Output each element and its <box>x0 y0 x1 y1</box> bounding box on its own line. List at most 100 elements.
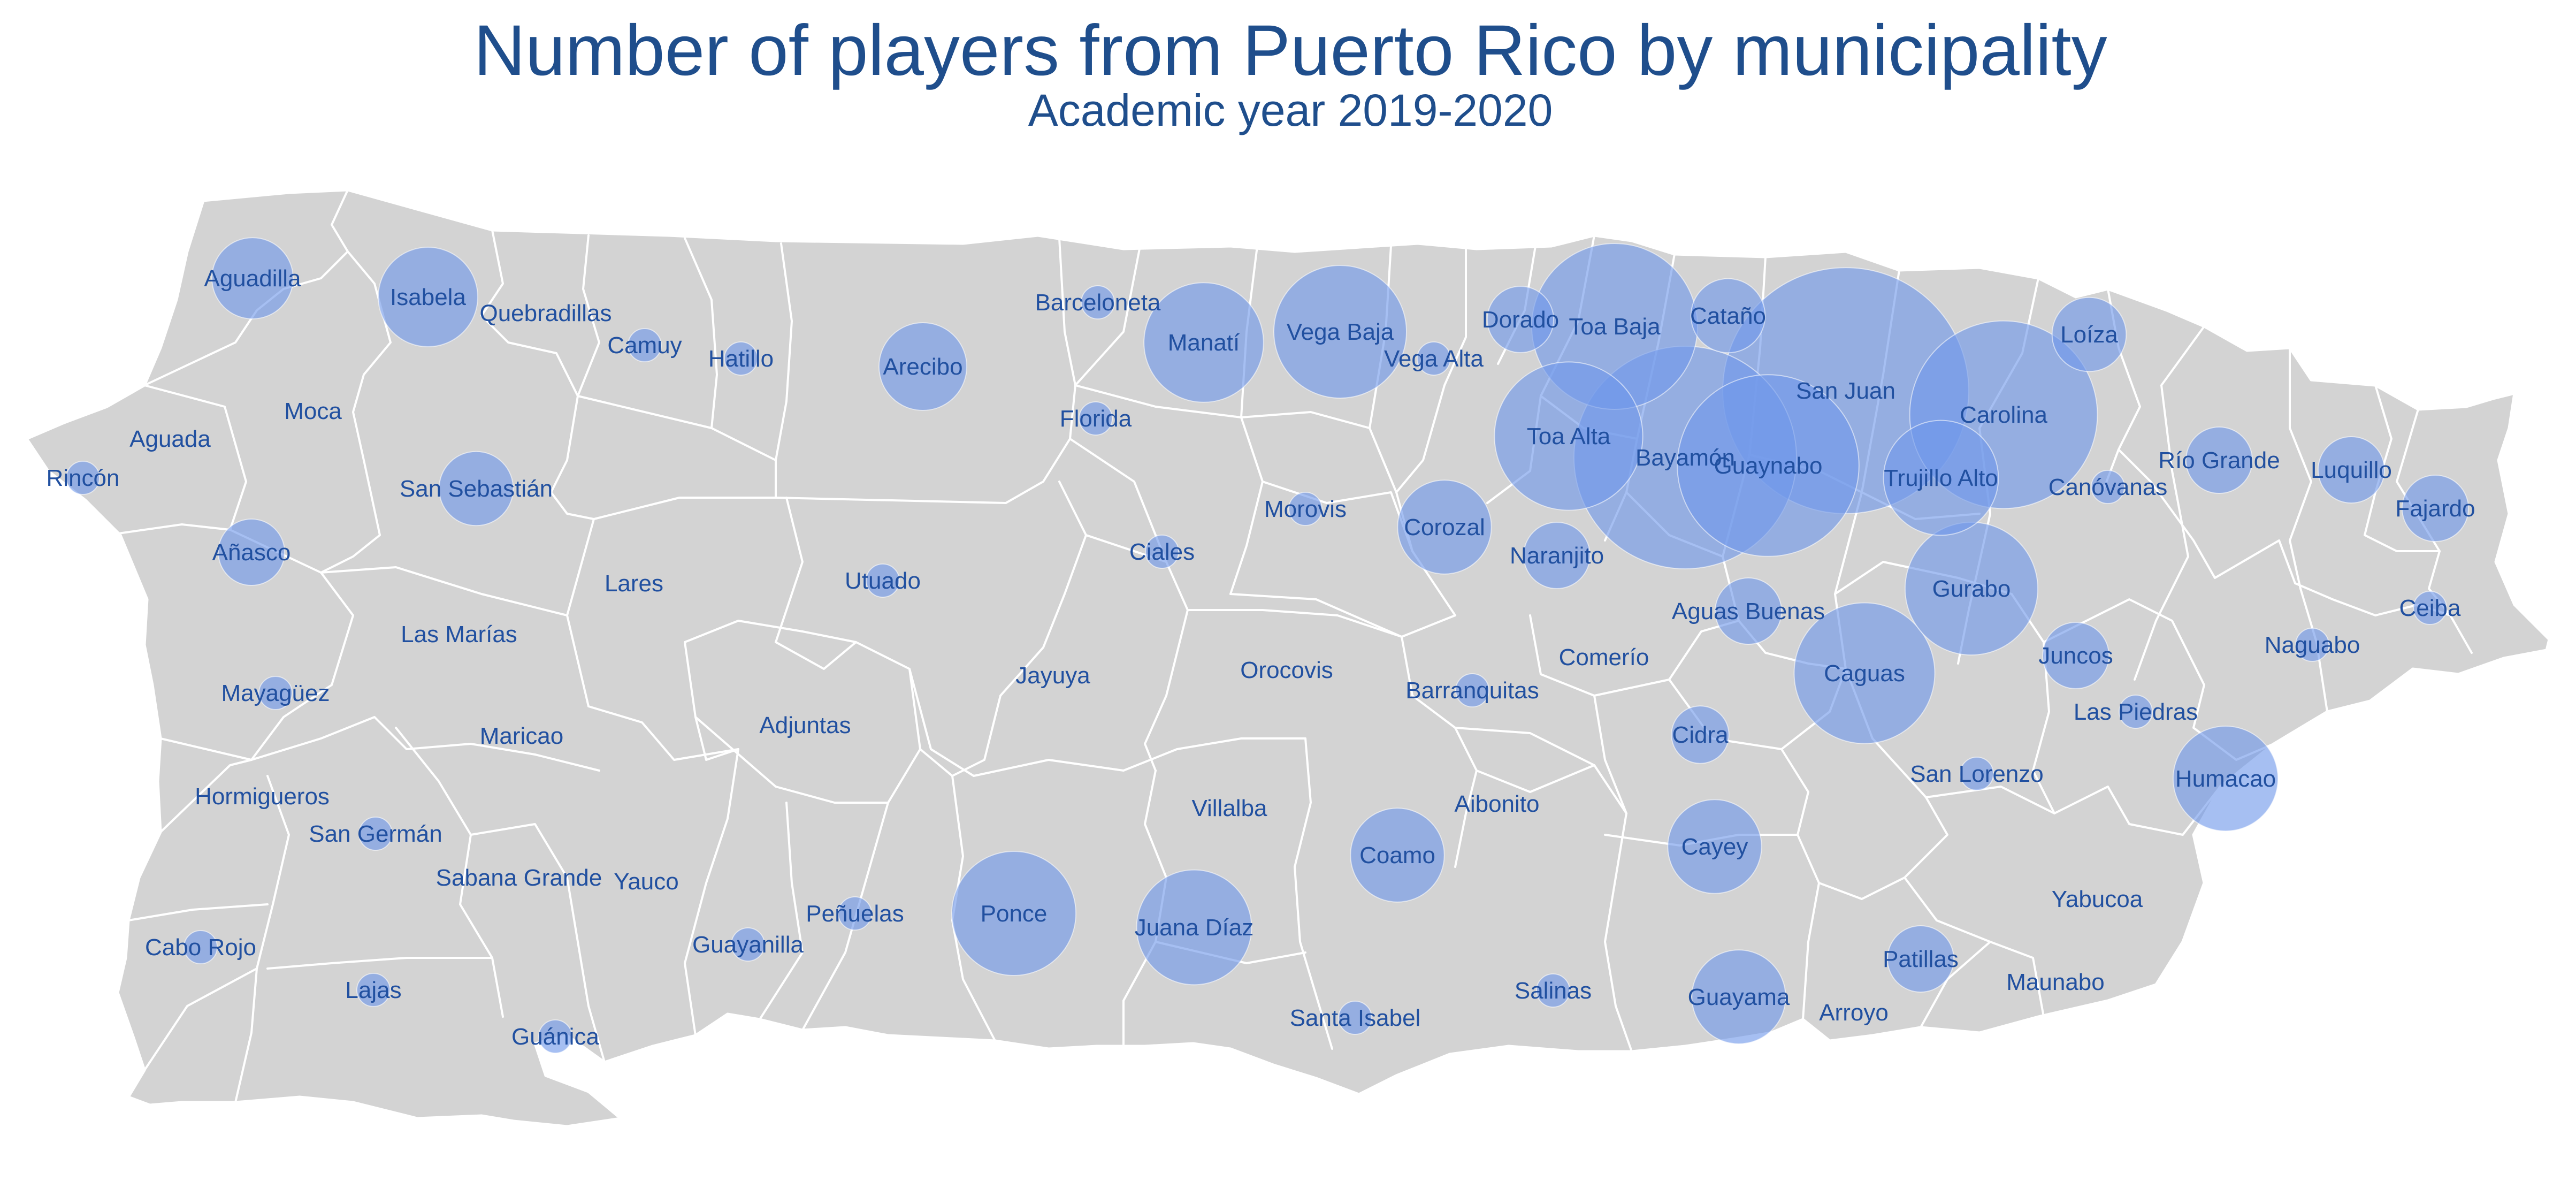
bubble-mayaguez <box>258 676 293 710</box>
label-trujillo-alto: Trujillo Alto <box>1884 465 1998 491</box>
label-juncos: Juncos <box>2038 643 2113 669</box>
bubble-luquillo <box>2318 436 2385 504</box>
bubble-barranquitas <box>1455 673 1489 707</box>
border-line <box>1187 609 1456 638</box>
bubble-vega-baja <box>1273 265 1407 399</box>
label-yabucoa: Yabucoa <box>2052 886 2143 912</box>
bubble-trujillo-alto <box>1883 420 1999 536</box>
border-line <box>159 759 253 833</box>
label-camuy: Camuy <box>607 332 682 359</box>
label-san-juan: San Juan <box>1796 378 1895 404</box>
bubble-juncos <box>2042 622 2109 689</box>
border-line <box>919 481 1087 777</box>
label-cayey: Cayey <box>1681 834 1748 860</box>
bubble-canovanas <box>2091 470 2125 504</box>
border-line <box>775 641 857 670</box>
label-guayama: Guayama <box>1688 984 1790 1010</box>
bubble-utuado <box>866 563 900 598</box>
border-line <box>234 775 290 1103</box>
border-line <box>266 957 493 970</box>
label-gurabo: Gurabo <box>1932 576 2011 602</box>
label-naguabo: Naguabo <box>2265 632 2360 658</box>
border-line <box>1122 737 1306 772</box>
label-guaynabo: Guaynabo <box>1714 453 1822 479</box>
border-line <box>1476 764 1595 793</box>
player-bubbles <box>66 237 2469 1054</box>
bubble-patillas <box>1887 925 1954 993</box>
label-barceloneta: Barceloneta <box>1035 289 1161 316</box>
label-penuelas: Peñuelas <box>806 901 904 927</box>
label-las-piedras: Las Piedras <box>2074 699 2198 725</box>
map-title: Number of players from Puerto Rico by mu… <box>473 11 2107 90</box>
label-luquillo: Luquillo <box>2311 457 2392 483</box>
label-aguadilla: Aguadilla <box>204 265 301 292</box>
border-line <box>143 967 258 1071</box>
bubble-guayama <box>1691 949 1786 1045</box>
bubble-morovis <box>1288 492 1323 526</box>
border-line <box>1074 248 1141 386</box>
label-adjuntas: Adjuntas <box>759 712 851 738</box>
bubble-salinas <box>1536 973 1570 1008</box>
map-subtitle: Academic year 2019-2020 <box>1028 85 1553 135</box>
bubble-lajas <box>356 973 391 1007</box>
bubble-humacao <box>2173 726 2279 832</box>
bubble-florida <box>1079 401 1113 436</box>
label-manati: Manatí <box>1168 330 1240 356</box>
label-lares: Lares <box>605 570 663 597</box>
label-moca: Moca <box>284 398 342 424</box>
label-sabana-grande: Sabana Grande <box>436 865 602 891</box>
border-line <box>775 237 1076 504</box>
bubble-rincon <box>66 461 100 495</box>
bubble-juana-diaz <box>1136 869 1252 986</box>
label-guanica: Guánica <box>511 1024 599 1050</box>
bubble-loiza <box>2051 296 2127 372</box>
bubble-cayey <box>1667 799 1762 894</box>
bubble-san-sebastian <box>438 451 514 527</box>
border-line <box>1229 593 1403 638</box>
border-line <box>694 716 889 804</box>
border-line <box>1454 727 1633 1053</box>
bubble-naranjito <box>1523 522 1591 589</box>
border-line <box>684 641 739 1037</box>
bubble-anasco <box>218 519 285 586</box>
border-line <box>2118 448 2296 584</box>
border-line <box>143 384 354 761</box>
bubble-santa-isabel <box>1338 1001 1372 1035</box>
bubble-ponce <box>951 851 1076 976</box>
label-comerio: Comerío <box>1559 644 1649 670</box>
label-anasco: Añasco <box>212 539 291 566</box>
label-orocovis: Orocovis <box>1240 657 1333 683</box>
bubble-dorado <box>1487 286 1554 353</box>
border-line <box>577 234 600 397</box>
border-line <box>1294 737 1333 1050</box>
border-line <box>1529 614 1740 697</box>
label-san-german: San Germán <box>309 821 442 847</box>
bubble-ciales <box>1145 535 1179 569</box>
bubble-aguadilla <box>211 237 294 319</box>
bubble-aguas-buenas <box>1715 577 1782 645</box>
label-maunabo: Maunabo <box>2006 969 2104 995</box>
label-coamo: Coamo <box>1359 842 1435 868</box>
label-aguas-buenas: Aguas Buenas <box>1672 598 1825 624</box>
label-hormigueros: Hormigueros <box>195 783 330 810</box>
label-cabo-rojo: Cabo Rojo <box>145 934 256 961</box>
label-cidra: Cidra <box>1672 722 1729 748</box>
bubble-guayanilla <box>731 927 765 962</box>
label-dorado: Dorado <box>1482 307 1559 333</box>
border-line <box>908 668 1125 777</box>
bubble-corozal <box>1397 479 1492 575</box>
label-catano: Cataño <box>1690 303 1766 329</box>
border-line <box>775 497 804 643</box>
label-ciales: Ciales <box>1129 539 1195 565</box>
label-villalba: Villalba <box>1191 795 1267 821</box>
label-hatillo: Hatillo <box>708 346 774 372</box>
label-arecibo: Arecibo <box>883 354 962 380</box>
border-line <box>395 727 504 1018</box>
bubble-toa-alta <box>1494 361 1644 511</box>
label-vega-alta: Vega Alta <box>1384 346 1484 372</box>
label-corozal: Corozal <box>1404 514 1485 540</box>
label-barranquitas: Barranquitas <box>1405 677 1539 704</box>
label-maricao: Maricao <box>480 723 564 749</box>
label-caguas: Caguas <box>1824 660 1905 687</box>
